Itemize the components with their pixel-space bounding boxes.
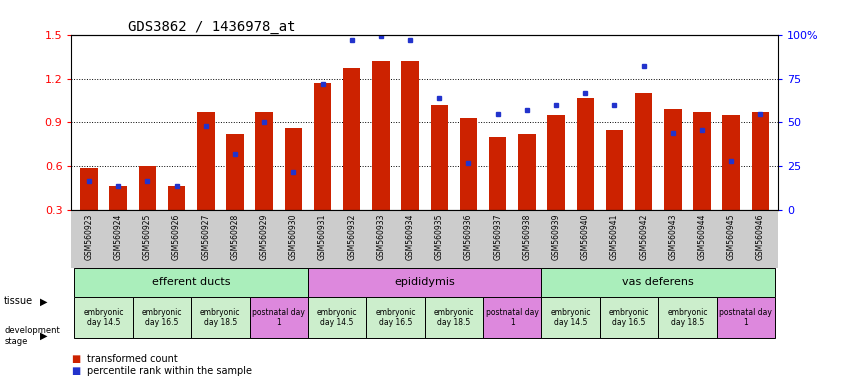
- Text: efferent ducts: efferent ducts: [152, 277, 230, 287]
- Text: ▶: ▶: [40, 296, 48, 306]
- Bar: [308, 268, 542, 297]
- Bar: [542, 268, 775, 297]
- Text: transformed count: transformed count: [87, 354, 177, 364]
- Text: GSM560946: GSM560946: [756, 213, 765, 260]
- Text: GSM560929: GSM560929: [260, 213, 268, 260]
- Text: embryonic
day 18.5: embryonic day 18.5: [200, 308, 241, 327]
- Text: embryonic
day 14.5: embryonic day 14.5: [550, 308, 591, 327]
- Text: embryonic
day 18.5: embryonic day 18.5: [434, 308, 474, 327]
- Text: ■: ■: [71, 366, 81, 376]
- Text: epididymis: epididymis: [394, 277, 455, 287]
- Text: GSM560928: GSM560928: [230, 213, 240, 260]
- Text: embryonic
day 16.5: embryonic day 16.5: [142, 308, 182, 327]
- Bar: [717, 297, 775, 338]
- Bar: [74, 268, 308, 297]
- Bar: [256, 112, 273, 210]
- Text: vas deferens: vas deferens: [622, 277, 694, 287]
- Bar: [197, 112, 214, 210]
- Text: embryonic
day 16.5: embryonic day 16.5: [375, 308, 415, 327]
- Bar: [109, 185, 127, 210]
- Text: postnatal day
1: postnatal day 1: [252, 308, 305, 327]
- Text: ■: ■: [71, 354, 81, 364]
- Text: GSM560934: GSM560934: [405, 213, 415, 260]
- Text: GSM560924: GSM560924: [114, 213, 123, 260]
- Bar: [606, 130, 623, 210]
- Bar: [80, 168, 98, 210]
- Bar: [139, 166, 156, 210]
- Text: GSM560933: GSM560933: [377, 213, 385, 260]
- Bar: [489, 137, 506, 210]
- Text: postnatal day
1: postnatal day 1: [486, 308, 539, 327]
- Bar: [314, 83, 331, 210]
- Bar: [74, 297, 133, 338]
- Bar: [168, 185, 185, 210]
- Text: embryonic
day 16.5: embryonic day 16.5: [609, 308, 649, 327]
- Text: GSM560935: GSM560935: [435, 213, 444, 260]
- Bar: [308, 297, 367, 338]
- Text: GSM560930: GSM560930: [288, 213, 298, 260]
- Bar: [693, 112, 711, 210]
- Text: GSM560932: GSM560932: [347, 213, 357, 260]
- Text: postnatal day
1: postnatal day 1: [719, 308, 772, 327]
- Text: embryonic
day 14.5: embryonic day 14.5: [83, 308, 124, 327]
- Bar: [226, 134, 244, 210]
- Text: GSM560936: GSM560936: [464, 213, 473, 260]
- Bar: [431, 105, 448, 210]
- Bar: [576, 98, 594, 210]
- Text: GSM560941: GSM560941: [610, 213, 619, 260]
- Text: GSM560931: GSM560931: [318, 213, 327, 260]
- Bar: [191, 297, 250, 338]
- Text: embryonic
day 18.5: embryonic day 18.5: [667, 308, 707, 327]
- Text: GSM560923: GSM560923: [84, 213, 93, 260]
- Text: GSM560926: GSM560926: [172, 213, 181, 260]
- Bar: [542, 297, 600, 338]
- Bar: [250, 297, 308, 338]
- Text: GSM560937: GSM560937: [493, 213, 502, 260]
- Text: GSM560942: GSM560942: [639, 213, 648, 260]
- Bar: [600, 297, 659, 338]
- Text: GSM560945: GSM560945: [727, 213, 736, 260]
- Text: percentile rank within the sample: percentile rank within the sample: [87, 366, 251, 376]
- Bar: [401, 61, 419, 210]
- Bar: [483, 297, 542, 338]
- Bar: [635, 93, 653, 210]
- Text: GSM560943: GSM560943: [669, 213, 677, 260]
- Bar: [367, 297, 425, 338]
- Text: GSM560940: GSM560940: [581, 213, 590, 260]
- Bar: [284, 128, 302, 210]
- Bar: [343, 68, 361, 210]
- Bar: [460, 118, 477, 210]
- Bar: [664, 109, 681, 210]
- Bar: [373, 61, 389, 210]
- Text: GSM560944: GSM560944: [697, 213, 706, 260]
- Bar: [547, 115, 565, 210]
- Text: GSM560938: GSM560938: [522, 213, 532, 260]
- Text: GSM560925: GSM560925: [143, 213, 152, 260]
- Bar: [518, 134, 536, 210]
- Bar: [425, 297, 483, 338]
- Text: GDS3862 / 1436978_at: GDS3862 / 1436978_at: [128, 20, 295, 33]
- Bar: [752, 112, 770, 210]
- Bar: [133, 297, 191, 338]
- Text: development
stage: development stage: [4, 326, 60, 346]
- Text: GSM560939: GSM560939: [552, 213, 561, 260]
- Text: tissue: tissue: [4, 296, 34, 306]
- Text: embryonic
day 14.5: embryonic day 14.5: [317, 308, 357, 327]
- Text: ▶: ▶: [40, 331, 48, 341]
- Bar: [659, 297, 717, 338]
- Text: GSM560927: GSM560927: [201, 213, 210, 260]
- Bar: [722, 115, 740, 210]
